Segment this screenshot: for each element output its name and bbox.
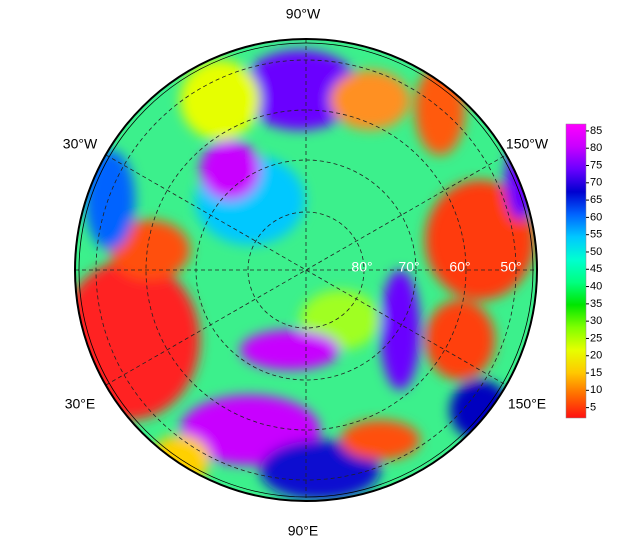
colorbar-tick-label: 75 [590, 159, 602, 171]
field [75, 39, 537, 501]
colorbar-tick-label: 10 [590, 384, 602, 396]
colorbar-tick-label: 55 [590, 229, 602, 241]
colorbar-tick-label: 45 [590, 263, 602, 275]
longitude-label: 150°W [506, 136, 549, 152]
map-border [74, 38, 538, 502]
colorbar-tick-label: 65 [590, 194, 602, 206]
colorbar-tick-label: 25 [590, 332, 602, 344]
longitude-label: 30°E [65, 396, 96, 412]
colorbar [565, 123, 587, 419]
colorbar-tick-label: 50 [590, 246, 602, 258]
colorbar-tick-label: 20 [590, 350, 602, 362]
colorbar-tick-label: 35 [590, 298, 602, 310]
colorbar-tick-label: 60 [590, 211, 602, 223]
colorbar-tick-label: 30 [590, 315, 602, 327]
colorbar-tick-label: 85 [590, 125, 602, 137]
longitude-label: 30°W [63, 136, 98, 152]
latitude-label: 60° [449, 259, 470, 275]
longitude-label: 90°E [288, 523, 319, 539]
colorbar-tick-label: 5 [590, 402, 596, 414]
colorbar-tick-label: 15 [590, 367, 602, 379]
latitude-label: 80° [351, 259, 372, 275]
graticule [75, 39, 537, 501]
colorbar-tick-label: 80 [590, 142, 602, 154]
longitude-label: 150°E [508, 396, 546, 412]
longitude-label: 90°W [286, 6, 321, 22]
colorbar-tick-label: 70 [590, 177, 602, 189]
colorbar-tick-label: 40 [590, 280, 602, 292]
map-border-inner [78, 42, 534, 498]
latitude-label: 70° [398, 259, 419, 275]
latitude-label: 50° [500, 259, 521, 275]
